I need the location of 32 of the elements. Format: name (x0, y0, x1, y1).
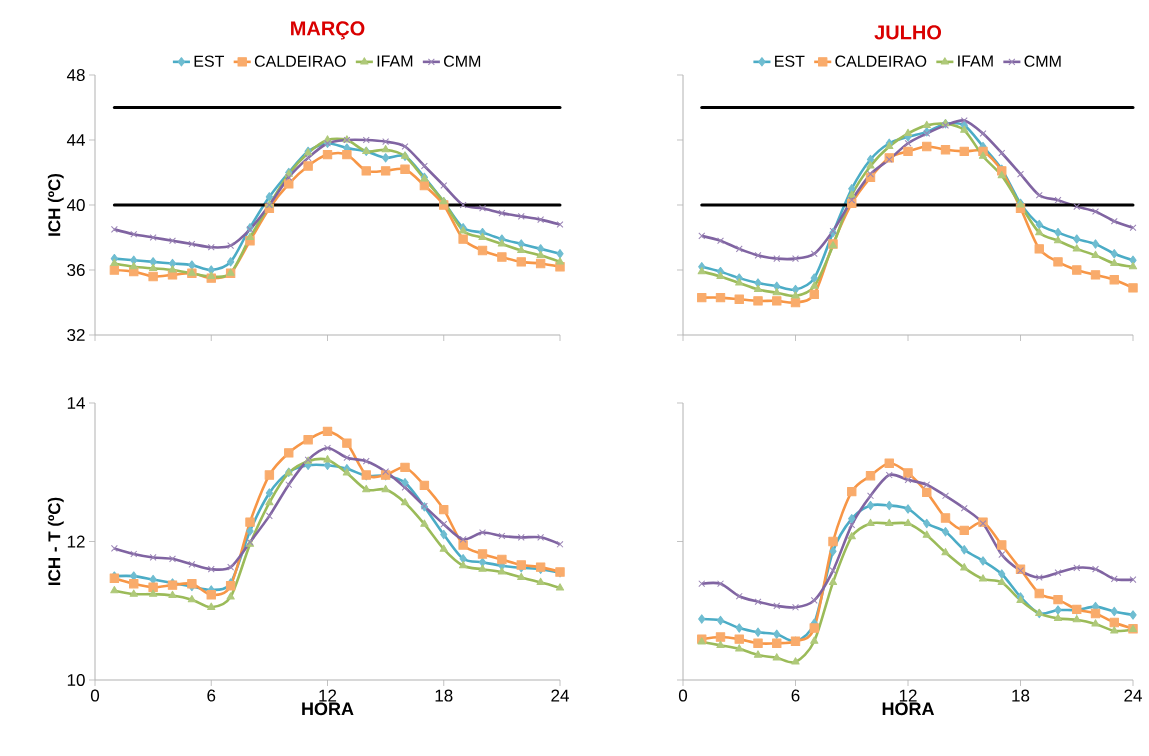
legend-label: IFAM (377, 55, 413, 67)
x-tick-label: 6 (207, 689, 216, 702)
y-tick-label: 36 (67, 263, 85, 277)
y-tick-label: 48 (66, 68, 85, 82)
legend-label: CMM (1024, 55, 1061, 67)
y-tick-label: 12 (67, 535, 85, 548)
x-tick-label: 18 (1012, 689, 1030, 702)
y-tick-label: 14 (67, 397, 85, 409)
x-tick-label: 12 (899, 689, 917, 702)
y-axis-title: ICH - T (ºC) (47, 497, 64, 585)
legend-label: EST (194, 55, 225, 67)
x-tick-label: 0 (90, 689, 100, 702)
x-tick-label: 6 (791, 689, 800, 702)
legend-label: CALDEIRAO (835, 55, 927, 67)
legend-label: CALDEIRAO (254, 55, 346, 67)
x-axis-title: HORA (882, 702, 935, 716)
x-tick-label: 12 (319, 689, 337, 702)
x-tick-label: 0 (678, 689, 688, 702)
y-tick-label: 32 (67, 328, 85, 342)
y-axis-title: ICH (ºC) (47, 173, 64, 236)
y-tick-label: 10 (67, 673, 85, 687)
chart-title: JULHO (874, 25, 942, 40)
x-tick-label: 24 (551, 689, 569, 702)
x-tick-label: 18 (435, 689, 453, 702)
legend-label: IFAM (958, 55, 993, 67)
x-tick-label: 24 (1124, 689, 1142, 702)
y-tick-label: 40 (66, 198, 85, 212)
chart-title: MARÇO (291, 21, 365, 40)
legend-label: EST (775, 55, 805, 67)
legend-label: CMM (444, 55, 481, 67)
y-tick-label: 44 (66, 134, 85, 146)
x-axis-title: HORA (302, 702, 354, 716)
